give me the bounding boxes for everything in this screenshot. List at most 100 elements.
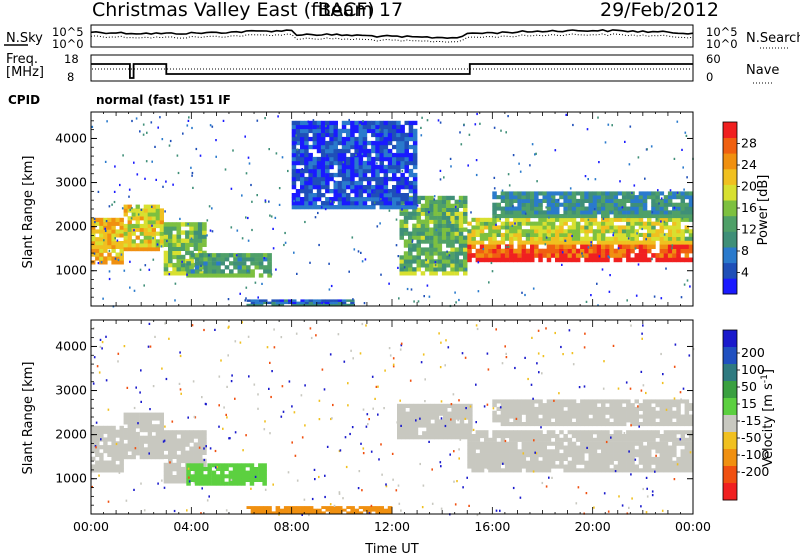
heatmap-cell	[401, 427, 406, 432]
heatmap-cell	[95, 248, 100, 253]
heatmap-cell	[189, 242, 194, 247]
heatmap-cell	[450, 263, 455, 268]
heatmap-cell	[107, 464, 112, 469]
heatmap-cell	[621, 441, 627, 446]
heatmap-cell	[621, 414, 627, 419]
heatmap-cell	[344, 436, 347, 439]
heatmap-cell	[525, 198, 531, 203]
heatmap-cell	[91, 468, 96, 473]
heatmap-cell	[362, 172, 368, 178]
heatmap-cell	[601, 456, 606, 461]
heatmap-cell	[663, 257, 669, 263]
heatmap-cell	[567, 445, 573, 450]
heatmap-cell	[308, 513, 310, 517]
heatmap-cell	[408, 120, 414, 126]
heatmap-cell	[592, 244, 598, 249]
heatmap-cell	[329, 506, 335, 509]
heatmap-cell	[676, 214, 681, 219]
heatmap-cell	[655, 464, 660, 469]
heatmap-cell	[450, 247, 455, 252]
heatmap-cell	[333, 180, 338, 186]
heatmap-cell	[555, 206, 560, 211]
heatmap-cell	[660, 352, 662, 356]
heatmap-cell	[642, 221, 648, 226]
heatmap-cell	[634, 229, 639, 234]
heatmap-cell	[320, 144, 326, 150]
heatmap-cell	[441, 267, 447, 272]
heatmap-cell	[610, 210, 613, 213]
heatmap-cell	[453, 450, 455, 453]
heatmap-cell	[99, 217, 104, 222]
heatmap-cell	[318, 475, 320, 479]
heatmap-cell	[519, 170, 522, 173]
heatmap-cell	[626, 214, 631, 219]
heatmap-cell	[131, 223, 136, 229]
heatmap-cell	[193, 246, 199, 251]
heatmap-cell	[99, 256, 104, 261]
heatmap-cell	[422, 403, 427, 408]
heatmap-cell	[444, 364, 446, 367]
heatmap-cell	[408, 152, 414, 158]
heatmap-cell	[642, 414, 648, 419]
heatmap-cell	[186, 269, 191, 274]
heatmap-cell	[459, 415, 465, 420]
heatmap-cell	[186, 273, 188, 276]
heatmap-cell	[630, 202, 635, 207]
heatmap-cell	[284, 231, 286, 235]
heatmap-cell	[320, 128, 326, 134]
heatmap-cell	[202, 450, 207, 455]
heatmap-cell	[168, 446, 173, 451]
heatmap-cell	[634, 257, 639, 263]
heatmap-cell	[433, 235, 438, 240]
heatmap-cell	[320, 156, 326, 162]
heatmap-cell	[103, 425, 108, 430]
heatmap-cell	[580, 229, 585, 234]
heatmap-cell	[180, 458, 186, 464]
heatmap-cell	[325, 148, 330, 154]
heatmap-cell	[534, 434, 539, 439]
heatmap-cell	[684, 406, 690, 411]
heatmap-cell	[538, 248, 543, 254]
heatmap-cell	[460, 143, 463, 146]
heatmap-cell	[575, 214, 581, 219]
heatmap-cell	[304, 168, 309, 174]
heatmap-cell	[215, 155, 217, 158]
heatmap-cell	[417, 419, 423, 424]
heatmap-cell	[163, 434, 169, 439]
heatmap-cell	[329, 132, 334, 138]
heatmap-cell	[609, 225, 614, 230]
colorbar-tick-label: -15	[741, 413, 761, 428]
heatmap-cell	[275, 299, 280, 302]
heatmap-cell	[151, 416, 156, 421]
heatmap-cell	[438, 423, 444, 428]
heatmap-cell	[249, 478, 255, 482]
heatmap-cell	[300, 511, 306, 515]
heatmap-cell	[362, 452, 365, 455]
heatmap-cell	[416, 195, 421, 201]
heatmap-cell	[617, 253, 623, 258]
heatmap-cell	[119, 241, 124, 246]
heatmap-cell	[673, 206, 676, 209]
heatmap-cell	[521, 253, 527, 258]
heatmap-cell	[504, 449, 510, 454]
heatmap-cell	[588, 449, 593, 454]
heatmap-cell	[410, 288, 413, 291]
heatmap-cell	[291, 136, 297, 142]
heatmap-cell	[641, 332, 643, 335]
heatmap-cell	[429, 239, 434, 244]
colorbar-swatch	[723, 330, 737, 348]
heatmap-cell	[127, 439, 132, 444]
heatmap-cell	[584, 441, 589, 446]
heatmap-cell	[676, 244, 681, 249]
heatmap-cell	[594, 178, 597, 181]
heatmap-cell	[296, 272, 298, 275]
heatmap-cell	[446, 207, 451, 212]
heatmap-cell	[605, 460, 610, 465]
heatmap-cell	[197, 238, 203, 243]
heatmap-cell	[93, 356, 96, 359]
heatmap-cell	[609, 240, 614, 245]
heatmap-cell	[191, 174, 193, 177]
heatmap-cell	[123, 412, 128, 417]
heatmap-cell	[392, 156, 397, 162]
heatmap-cell	[471, 225, 476, 230]
